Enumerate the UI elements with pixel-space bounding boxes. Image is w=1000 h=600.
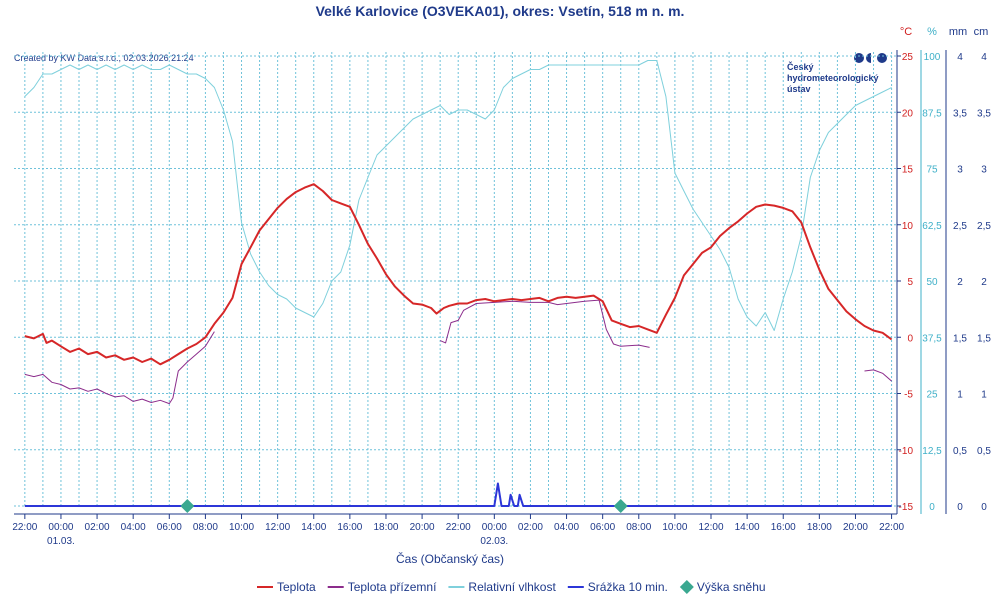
x-tick-label: 22:00 — [879, 522, 904, 533]
temp-tick-label: 10 — [902, 221, 914, 232]
temp-tick-label: 5 — [907, 277, 913, 288]
credit-text: Created by KW Data s.r.o., 02.03.2026 21… — [14, 53, 194, 63]
x-tick-label: 22:00 — [446, 522, 471, 533]
precip-tick-label: 2 — [957, 277, 963, 288]
temp-tick-label: -15 — [899, 502, 914, 513]
x-tick-label: 16:00 — [771, 522, 796, 533]
x-tick-label: 00:00 — [48, 522, 73, 533]
temp-tick-label: 25 — [902, 52, 914, 63]
x-tick-label: 20:00 — [843, 522, 868, 533]
snow-depth-marker — [613, 499, 628, 513]
humidity-tick-label: 12,5 — [922, 446, 942, 457]
snow-tick-label: 1,5 — [977, 333, 991, 344]
logo-circle-1 — [854, 53, 864, 63]
precip-tick-label: 3,5 — [953, 108, 967, 119]
humidity-tick-label: 100 — [924, 52, 941, 63]
series — [24, 60, 893, 513]
precip-tick-label: 1,5 — [953, 333, 967, 344]
snow-tick-label: 1 — [981, 390, 987, 401]
temperature-series-line — [24, 183, 893, 366]
snow-tick-label: 0,5 — [977, 446, 991, 457]
precip-tick-label: 0 — [957, 502, 963, 513]
ground-temperature-series-line — [864, 369, 892, 382]
x-tick-label: 08:00 — [193, 522, 218, 533]
snow-unit-label: cm — [974, 26, 989, 38]
precipitation-series-line — [24, 482, 892, 507]
humidity-tick-label: 0 — [929, 502, 935, 513]
humidity-tick-label: 50 — [926, 277, 938, 288]
precip-tick-label: 2,5 — [953, 221, 967, 232]
logo-line-2: hydrometeorologický — [787, 73, 879, 83]
ground-temperature-series-line — [24, 331, 215, 405]
x-tick-label: 04:00 — [554, 522, 579, 533]
grid — [14, 52, 897, 507]
x-tick-label: 16:00 — [337, 522, 362, 533]
precip-tick-label: 1 — [957, 390, 963, 401]
x-tick-label: 22:00 — [12, 522, 37, 533]
x-tick-label: 02:00 — [85, 522, 110, 533]
x-tick-label: 10:00 — [662, 522, 687, 533]
legend-label: Výška sněhu — [697, 580, 766, 594]
precip-tick-label: 3 — [957, 165, 963, 176]
snow-depth-marker — [180, 499, 195, 513]
x-tick-label: 20:00 — [410, 522, 435, 533]
x-tick-label: 14:00 — [735, 522, 760, 533]
x-tick-label: 06:00 — [590, 522, 615, 533]
logo-circle-2 — [877, 53, 887, 63]
legend-label: Teplota — [277, 580, 316, 594]
x-tick-label: 04:00 — [121, 522, 146, 533]
x-axis-title: Čas (Občanský čas) — [396, 551, 504, 566]
x-tick-label: 06:00 — [157, 522, 182, 533]
precip-tick-label: 4 — [957, 52, 963, 63]
legend-marker-snow — [679, 580, 694, 594]
x-tick-label: 00:00 — [482, 522, 507, 533]
logo-line-3: ústav — [787, 84, 811, 94]
temp-tick-label: 0 — [907, 333, 913, 344]
legend-label: Relativní vlhkost — [468, 580, 556, 594]
legend-label: Srážka 10 min. — [588, 580, 668, 594]
x-tick-label: 08:00 — [626, 522, 651, 533]
humidity-tick-label: 75 — [926, 165, 938, 176]
legend: Teplota Teplota přízemní Relativní vlhkost… — [257, 580, 766, 594]
x-tick-label: 12:00 — [698, 522, 723, 533]
snow-tick-label: 3,5 — [977, 108, 991, 119]
logo-half-circle — [866, 53, 871, 63]
temp-tick-label: -5 — [904, 390, 913, 401]
temp-tick-label: 15 — [902, 165, 914, 176]
x-tick-label: 14:00 — [301, 522, 326, 533]
legend-label: Teplota přízemní — [348, 580, 437, 594]
humidity-tick-label: 87,5 — [922, 108, 942, 119]
humidity-tick-label: 62,5 — [922, 221, 942, 232]
ground-temperature-series-line — [440, 299, 650, 348]
humidity-tick-label: 25 — [926, 390, 938, 401]
temp-tick-label: 20 — [902, 108, 914, 119]
date-label: 02.03. — [480, 536, 508, 547]
date-label: 01.03. — [47, 536, 75, 547]
precip-tick-label: 0,5 — [953, 446, 967, 457]
x-tick-label: 18:00 — [807, 522, 832, 533]
x-tick-label: 18:00 — [373, 522, 398, 533]
humidity-series-line — [24, 60, 892, 331]
logo-line-1: Český — [787, 61, 814, 72]
humidity-unit-label: % — [927, 26, 937, 38]
temp-unit-label: °C — [900, 26, 912, 38]
x-tick-label: 02:00 — [518, 522, 543, 533]
snow-tick-label: 4 — [981, 52, 987, 63]
axes: 22:00 00:00 02:00 04:00 06:00 08:00 10:00 12:00… — [12, 50, 991, 547]
snow-tick-label: 2 — [981, 277, 987, 288]
snow-tick-label: 0 — [981, 502, 987, 513]
x-tick-label: 10:00 — [229, 522, 254, 533]
snow-tick-label: 2,5 — [977, 221, 991, 232]
chart-title: Velké Karlovice (O3VEKA01), okres: Vsetí… — [316, 3, 685, 19]
x-tick-label: 12:00 — [265, 522, 290, 533]
precip-unit-label: mm — [949, 26, 967, 38]
temp-tick-label: -10 — [899, 446, 914, 457]
humidity-tick-label: 37,5 — [922, 333, 942, 344]
snow-tick-label: 3 — [981, 165, 987, 176]
